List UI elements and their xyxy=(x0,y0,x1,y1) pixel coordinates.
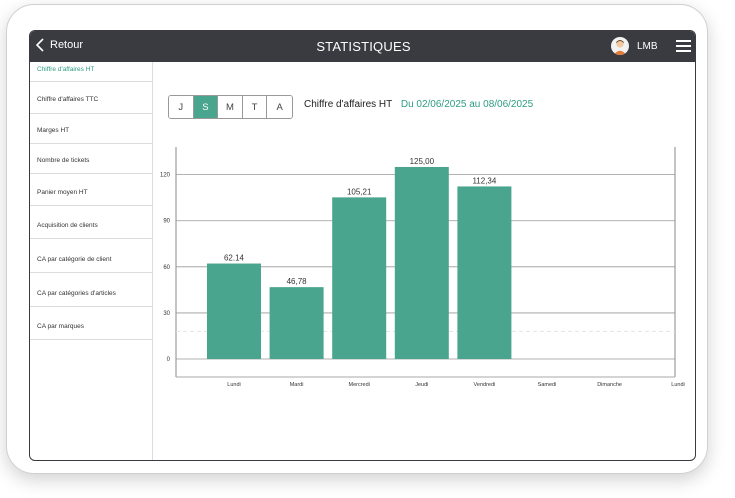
data-label: 125,00 xyxy=(410,157,435,166)
bar xyxy=(332,197,387,359)
user-icon xyxy=(613,40,627,55)
chart-heading: Chiffre d'affaires HT Du 02/06/2025 au 0… xyxy=(304,99,533,110)
tab-annee[interactable]: A xyxy=(267,96,292,118)
sidebar-item-label: CA par marques xyxy=(37,323,84,330)
y-tick-label: 90 xyxy=(163,219,170,225)
bar xyxy=(457,186,512,359)
avatar xyxy=(611,37,629,55)
data-label: 105,21 xyxy=(347,187,372,196)
sidebar-item-nombre-tickets[interactable]: Nombre de tickets xyxy=(30,144,152,174)
tab-semaine[interactable]: S xyxy=(193,96,219,118)
y-tick-label: 0 xyxy=(167,357,171,363)
x-tick-label: Lundi xyxy=(671,382,684,388)
back-label: Retour xyxy=(50,39,84,51)
sidebar-item-label: Marges HT xyxy=(37,127,70,134)
x-tick-label: Lundi xyxy=(227,382,240,388)
sidebar-item-marges-ht[interactable]: Marges HT xyxy=(30,114,152,144)
user-menu[interactable]: LMB xyxy=(611,37,658,55)
sidebar-item-ca-ht[interactable]: Chiffre d'affaires HT xyxy=(30,62,152,82)
hamburger-menu-icon[interactable] xyxy=(676,40,691,52)
x-tick-label: Mercredi xyxy=(348,382,369,388)
chevron-left-icon xyxy=(36,38,44,52)
tab-jour[interactable]: J xyxy=(169,96,194,118)
sidebar-item-label: CA par catégorie de client xyxy=(37,256,112,263)
sidebar-item-label: Panier moyen HT xyxy=(37,189,88,196)
sidebar-item-ca-marques[interactable]: CA par marques xyxy=(30,307,152,340)
sidebar-item-ca-categorie-client[interactable]: CA par catégorie de client xyxy=(30,239,152,273)
x-tick-label: Mardi xyxy=(290,382,304,388)
user-name: LMB xyxy=(637,40,658,52)
sidebar: Chiffre d'affaires HT Chiffre d'affaires… xyxy=(30,62,153,460)
tab-mois[interactable]: M xyxy=(218,96,243,118)
period-tabs: J S M T A xyxy=(168,95,293,119)
y-tick-label: 30 xyxy=(163,311,170,317)
x-tick-label: Samedi xyxy=(538,382,557,388)
x-tick-label: Dimanche xyxy=(597,382,622,388)
chart-date-range: Du 02/06/2025 au 08/06/2025 xyxy=(400,99,534,110)
sidebar-item-label: Chiffre d'affaires TTC xyxy=(37,96,99,103)
sidebar-item-label: Acquisition de clients xyxy=(37,222,98,229)
chart-metric-label: Chiffre d'affaires HT xyxy=(304,99,393,110)
page-title: STATISTIQUES xyxy=(316,39,411,54)
tab-trimestre[interactable]: T xyxy=(242,96,268,118)
tablet-frame: Retour STATISTIQUES LMB Chiffre d'aff xyxy=(6,4,708,474)
data-label: 46,78 xyxy=(287,277,308,286)
y-tick-label: 60 xyxy=(163,265,170,271)
data-label: 112,34 xyxy=(472,176,496,185)
top-bar: Retour STATISTIQUES LMB xyxy=(30,31,695,62)
sidebar-item-ca-ttc[interactable]: Chiffre d'affaires TTC xyxy=(30,82,152,114)
x-tick-label: Vendredi xyxy=(474,382,496,388)
x-tick-label: Jeudi xyxy=(415,382,428,388)
sidebar-item-panier-moyen[interactable]: Panier moyen HT xyxy=(30,174,152,206)
revenue-bar-chart: 0 30 60 90 120 62.14 Lundi 46,78 Mardi 105,21 Merc… xyxy=(160,147,685,388)
data-label: 62.14 xyxy=(224,254,245,263)
sidebar-item-label: Chiffre d'affaires HT xyxy=(37,66,95,73)
sidebar-item-ca-categories-articles[interactable]: CA par catégories d'articles xyxy=(30,273,152,307)
bar xyxy=(394,166,449,359)
app-screen: Retour STATISTIQUES LMB Chiffre d'aff xyxy=(29,30,696,461)
back-button[interactable]: Retour xyxy=(36,38,83,52)
bar xyxy=(269,287,324,359)
bar xyxy=(207,263,261,359)
y-tick-label: 120 xyxy=(160,173,171,179)
sidebar-item-label: Nombre de tickets xyxy=(37,157,90,164)
sidebar-item-label: CA par catégories d'articles xyxy=(37,290,116,297)
sidebar-item-acquisition[interactable]: Acquisition de clients xyxy=(30,206,152,239)
